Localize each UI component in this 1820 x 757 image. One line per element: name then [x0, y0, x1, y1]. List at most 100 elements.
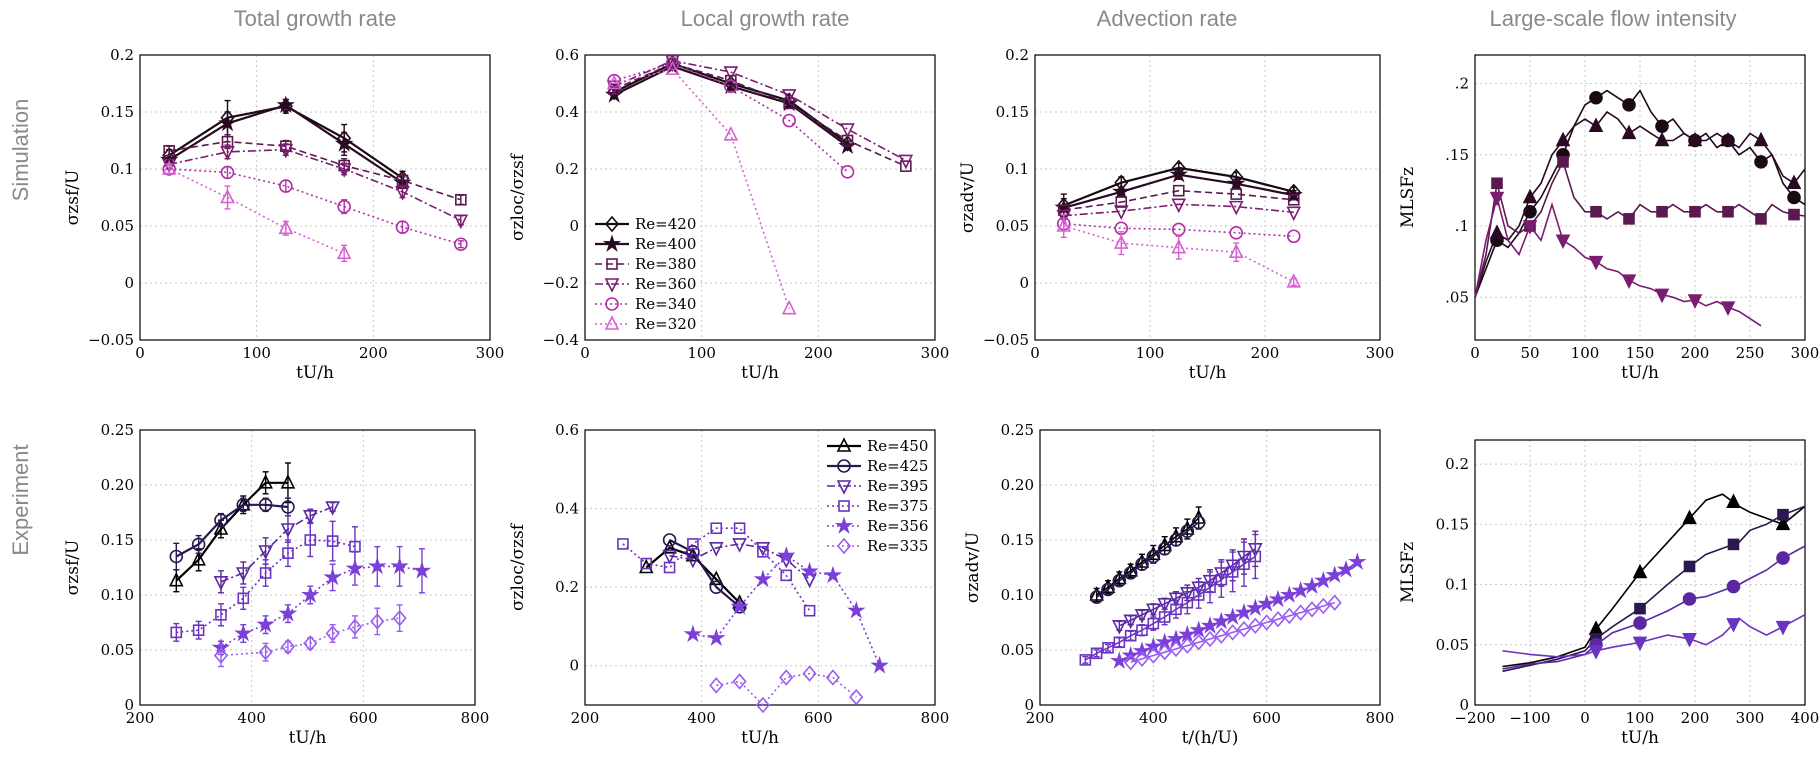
- data-point: [237, 592, 250, 605]
- data-point: [1777, 508, 1789, 521]
- x-tick-label: 200: [126, 709, 155, 727]
- data-point: [1169, 533, 1183, 547]
- data-point: [1226, 174, 1246, 192]
- data-point: [665, 54, 680, 70]
- data-point: [1286, 206, 1302, 222]
- x-tick-label: 100: [1571, 344, 1600, 362]
- data-point: [1238, 558, 1250, 571]
- y-axis-label: MLSFz: [1398, 167, 1418, 228]
- data-point: [782, 113, 796, 128]
- y-axis-label: σzadv/U: [963, 532, 983, 603]
- panel-sim-local: 0 100 200 300 −0.4 −0.2 0 0.2 0.4 0.6 tU/h σzloc/σz…: [508, 46, 949, 383]
- x-tick-label: 0: [580, 344, 590, 362]
- data-point: [1200, 616, 1220, 634]
- plot-frame: [1474, 54, 1806, 341]
- data-point: [258, 497, 273, 512]
- data-point: [1489, 224, 1505, 239]
- y-tick-label: .2: [1455, 75, 1469, 93]
- data-point: [898, 154, 914, 170]
- data-point: [708, 570, 724, 586]
- data-point: [455, 193, 467, 206]
- data-point: [1682, 592, 1697, 606]
- y-tick-label: 0.6: [555, 46, 579, 64]
- x-tick-label: 300: [921, 344, 950, 362]
- data-point: [215, 608, 227, 621]
- y-axis-label: σzloc/σzsf: [508, 152, 528, 241]
- data-point: [638, 558, 654, 574]
- data-point: [683, 624, 703, 643]
- data-point: [1079, 654, 1092, 666]
- data-point: [161, 158, 177, 174]
- y-tick-label: .1: [1455, 217, 1469, 235]
- x-tick-label: 200: [804, 344, 833, 362]
- y-tick-label: 0.10: [101, 586, 134, 604]
- data-point: [776, 546, 796, 564]
- data-point: [336, 163, 352, 178]
- data-point: [1633, 616, 1647, 630]
- data-point: [256, 615, 275, 633]
- legend-entry: Re=395: [867, 477, 928, 495]
- data-point: [1180, 637, 1195, 654]
- data-point: [1226, 566, 1239, 578]
- series-line-Re=375: [1502, 613, 1806, 658]
- series-group: [1474, 89, 1806, 327]
- y-tick-label: 0.15: [1001, 531, 1034, 549]
- data-point: [1788, 208, 1800, 221]
- data-point: [1112, 569, 1127, 585]
- data-point: [1123, 614, 1138, 630]
- data-point: [1113, 205, 1129, 220]
- data-point: [454, 237, 468, 252]
- x-tick-label: −100: [1509, 709, 1550, 727]
- data-point: [662, 539, 677, 554]
- y-tick-label: −0.4: [543, 331, 579, 349]
- data-point: [1135, 557, 1149, 572]
- series-line-Re=356: [692, 554, 881, 667]
- series-line-Re=340: [169, 168, 462, 245]
- data-point: [236, 497, 251, 512]
- data-point: [1654, 288, 1670, 304]
- legend-entry: Re=320: [635, 315, 696, 333]
- data-point: [1314, 571, 1333, 589]
- data-point: [709, 580, 724, 594]
- data-point: [303, 635, 318, 652]
- data-point: [823, 565, 843, 584]
- plot-frame: [1039, 429, 1381, 706]
- x-tick-label: 300: [1791, 344, 1820, 362]
- data-point: [781, 89, 797, 104]
- x-tick-label: 0: [135, 344, 145, 362]
- column-title-total: Total growth rate: [234, 6, 397, 31]
- legend-entry: Re=425: [867, 457, 928, 475]
- data-point: [1555, 131, 1571, 147]
- data-point: [662, 549, 677, 565]
- data-point: [220, 146, 235, 161]
- legend-entry: Re=375: [867, 497, 928, 515]
- data-point: [1228, 200, 1244, 216]
- data-point: [779, 669, 794, 686]
- x-tick-label: 100: [687, 344, 716, 362]
- y-tick-label: 0.15: [101, 103, 134, 121]
- data-point: [708, 542, 724, 557]
- data-point: [1555, 234, 1571, 250]
- data-point: [732, 538, 747, 553]
- data-point: [1157, 597, 1172, 613]
- data-point: [1204, 581, 1216, 594]
- y-axis-label: σzsf/U: [63, 540, 83, 596]
- data-point: [1722, 205, 1734, 218]
- data-point: [1632, 636, 1648, 652]
- series-group: [168, 462, 432, 668]
- y-tick-label: 0.05: [1001, 641, 1034, 659]
- data-point: [753, 569, 773, 588]
- data-point: [304, 534, 317, 546]
- data-point: [1623, 213, 1635, 225]
- data-point: [783, 97, 795, 110]
- data-point: [1225, 624, 1240, 641]
- series-line-Re=450: [645, 546, 741, 604]
- data-point: [1588, 117, 1604, 133]
- x-tick-label: 800: [461, 709, 490, 727]
- data-point: [1259, 614, 1274, 631]
- data-point: [1215, 573, 1228, 586]
- data-point: [1775, 620, 1791, 636]
- panel-exp-local: 200 400 600 800 0 0.2 0.4 0.6 tU/h σzloc/σzsf Re=4…: [508, 421, 949, 748]
- panel-exp-adv: 200 400 600 800 0 0.05 0.10 0.15 0.20 0.25 t/(h/U)…: [963, 421, 1394, 748]
- y-tick-label: 0.20: [101, 476, 134, 494]
